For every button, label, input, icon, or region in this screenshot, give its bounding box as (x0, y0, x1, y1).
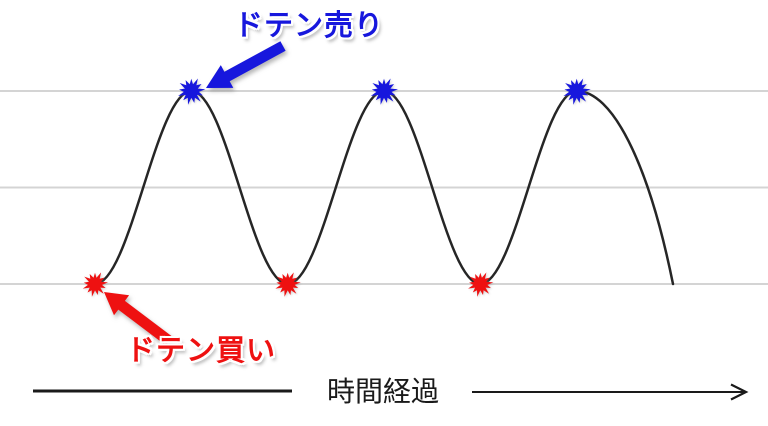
buy-marker-starburst-icon (468, 272, 494, 297)
buy-arrow-icon (104, 292, 173, 346)
time-axis-label: 時間経過 (326, 375, 440, 408)
sell-marker-starburst-icon (563, 78, 591, 105)
sell-marker-starburst-icon (178, 78, 206, 105)
sell-arrow-icon (206, 41, 286, 88)
buy-marker-starburst-icon (275, 272, 301, 297)
buy-marker-starburst-icon (82, 272, 108, 297)
annotation-arrows (104, 41, 286, 346)
buy-annotation-label: ドテン買い (125, 335, 277, 367)
sell-annotation-label: ドテン売り (233, 10, 385, 42)
sell-marker-starburst-icon (370, 78, 398, 105)
gridlines (0, 90, 768, 285)
time-axis (33, 383, 749, 401)
buy-markers (82, 272, 494, 297)
time-axis-arrowhead-icon (730, 383, 749, 401)
sell-markers (178, 78, 591, 105)
